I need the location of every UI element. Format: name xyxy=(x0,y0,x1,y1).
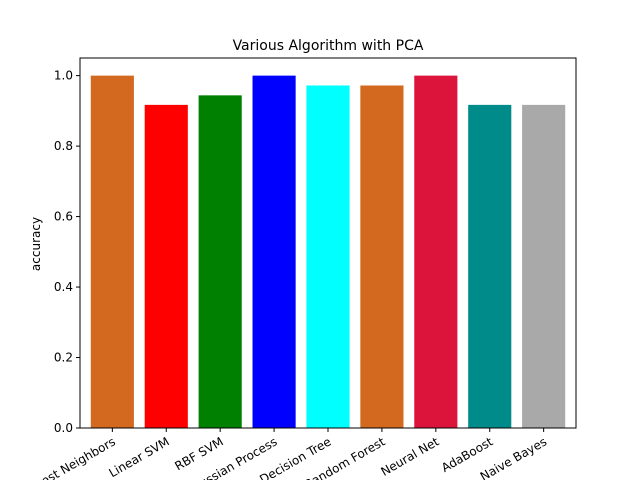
y-tick-label: 0.4 xyxy=(54,280,73,294)
bar-random-forest xyxy=(360,85,404,429)
plot-frame xyxy=(79,57,577,429)
chart-title: Various Algorithm with PCA xyxy=(233,38,424,54)
bar-rbf-svm xyxy=(198,95,242,428)
y-tick-label: 0.2 xyxy=(54,351,73,365)
bar-adaboost xyxy=(468,104,512,429)
bar-linear-svm xyxy=(144,104,188,429)
bar-naive-bayes xyxy=(522,104,566,429)
y-tick-label: 0.6 xyxy=(54,210,73,224)
bar-nearest-neighbors xyxy=(90,75,134,429)
y-tick-label: 1.0 xyxy=(54,69,73,83)
y-tick-label: 0.8 xyxy=(54,139,73,153)
bar-decision-tree xyxy=(306,85,350,429)
y-axis-label: accuracy xyxy=(29,217,43,271)
y-axis: 0.0 0.2 0.4 0.6 0.8 1.0 xyxy=(54,69,80,435)
bar-gaussian-process xyxy=(252,75,296,429)
bars-group xyxy=(90,75,566,429)
bar-neural-net xyxy=(414,75,458,429)
y-tick-label: 0.0 xyxy=(54,421,73,435)
